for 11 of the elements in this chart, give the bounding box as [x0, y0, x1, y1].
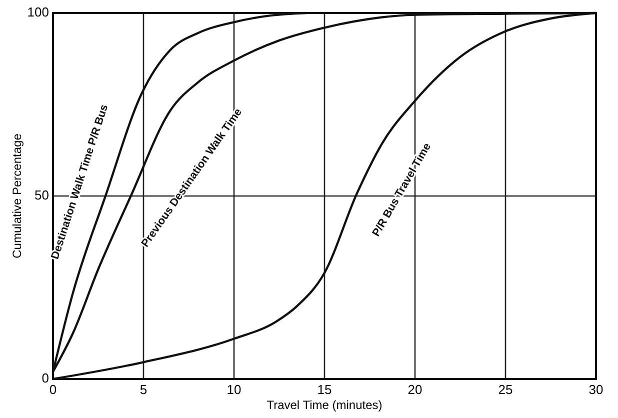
x-tick-label: 10	[226, 382, 242, 397]
x-axis-title: Travel Time (minutes)	[266, 398, 382, 412]
x-tick-label: 25	[498, 382, 513, 397]
x-tick-label: 20	[408, 382, 422, 397]
y-tick-label: 100	[27, 4, 49, 20]
y-tick-label: 50	[34, 187, 49, 202]
y-axis-title: Cumulative Percentage	[10, 133, 24, 258]
x-tick-label: 30	[588, 382, 604, 397]
x-tick-label: 5	[140, 382, 148, 397]
y-tick-label: 0	[42, 370, 49, 386]
x-tick-label: 15	[317, 382, 332, 397]
